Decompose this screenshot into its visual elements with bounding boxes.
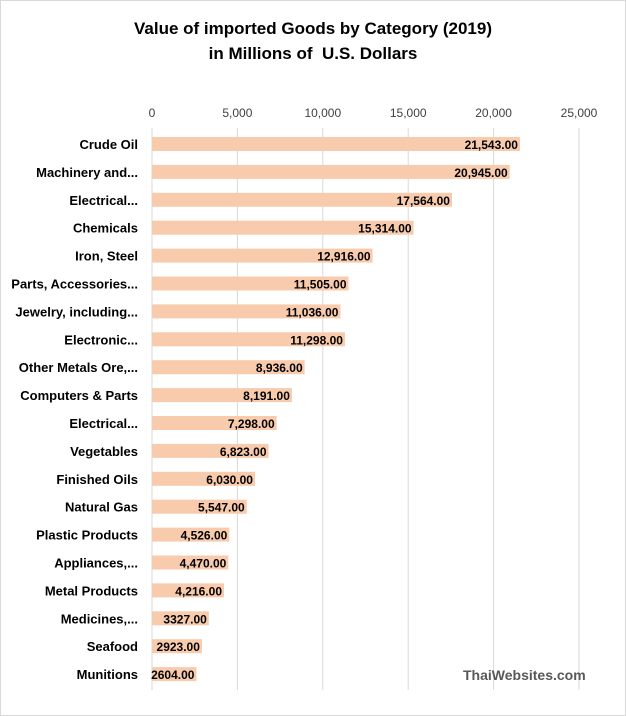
x-tick-label: 0 <box>149 106 156 120</box>
category-label: Other Metals Ore,... <box>19 360 138 375</box>
data-label: 12,916.00 <box>317 250 371 264</box>
data-label: 17,564.00 <box>397 194 451 208</box>
bar <box>152 667 197 682</box>
data-label: 3327.00 <box>163 612 207 626</box>
data-label: 4,216.00 <box>175 584 222 598</box>
bar <box>152 527 230 542</box>
bar <box>152 137 520 151</box>
bar <box>152 220 414 235</box>
data-label: 2604.00 <box>151 668 195 682</box>
category-label: Appliances,... <box>54 556 138 571</box>
category-label: Electrical... <box>69 193 138 208</box>
data-label: 15,314.00 <box>358 222 412 236</box>
x-tick-label: 25,000 <box>561 106 598 120</box>
category-label: Plastic Products <box>36 528 138 543</box>
category-label: Natural Gas <box>65 500 138 515</box>
category-label: Machinery and... <box>36 165 138 180</box>
bar <box>152 583 225 598</box>
bar <box>152 416 277 430</box>
data-label: 21,543.00 <box>465 138 519 152</box>
category-label: Medicines,... <box>61 611 138 626</box>
bar <box>152 555 229 570</box>
category-label: Iron, Steel <box>75 249 138 264</box>
bar <box>152 332 345 347</box>
data-label: 2923.00 <box>157 640 201 654</box>
bar <box>152 639 202 654</box>
data-label: 5,547.00 <box>198 501 245 515</box>
chart-title-line-1: Value of imported Goods by Category (201… <box>133 19 493 38</box>
data-label: 6,823.00 <box>220 445 267 459</box>
bar <box>152 360 305 375</box>
data-label: 20,945.00 <box>454 166 508 180</box>
bar <box>152 611 209 626</box>
data-label: 6,030.00 <box>206 473 253 487</box>
category-label: Computers & Parts <box>20 388 138 403</box>
chart-title-line-2: in Millions of U.S. Dollars <box>208 44 418 63</box>
data-label: 8,191.00 <box>243 389 290 403</box>
category-label: Parts, Accessories... <box>11 277 138 292</box>
x-tick-label: 15,000 <box>390 106 427 120</box>
data-label: 11,298.00 <box>290 333 343 347</box>
chart-title: Value of imported Goods by Category (201… <box>0 16 626 66</box>
bar <box>152 192 452 207</box>
data-label: 7,298.00 <box>228 417 275 431</box>
category-label: Electrical... <box>69 416 138 431</box>
data-label: 8,936.00 <box>256 361 303 375</box>
watermark: ThaiWebsites.com <box>463 667 586 683</box>
bar <box>152 164 510 179</box>
data-label: 11,505.00 <box>294 278 347 292</box>
category-label: Munitions <box>77 667 138 682</box>
x-tick-label: 5,000 <box>222 106 252 120</box>
bar <box>152 471 255 486</box>
category-label: Metal Products <box>45 583 138 598</box>
category-label: Chemicals <box>73 221 138 236</box>
x-tick-label: 20,000 <box>475 106 512 120</box>
bar <box>152 248 373 263</box>
data-label: 4,526.00 <box>181 529 228 543</box>
bar <box>152 304 341 319</box>
bar <box>152 499 247 514</box>
data-label: 11,036.00 <box>286 305 339 319</box>
category-label: Jewelry, including... <box>15 304 138 319</box>
category-label: Seafood <box>87 639 138 654</box>
category-label: Finished Oils <box>56 472 138 487</box>
bar <box>152 388 292 403</box>
bar <box>152 276 349 291</box>
category-label: Vegetables <box>70 444 138 459</box>
category-label: Electronic... <box>64 332 138 347</box>
category-label: Crude Oil <box>79 137 138 152</box>
x-tick-label: 10,000 <box>304 106 341 120</box>
bar <box>152 443 269 458</box>
data-label: 4,470.00 <box>180 557 227 571</box>
